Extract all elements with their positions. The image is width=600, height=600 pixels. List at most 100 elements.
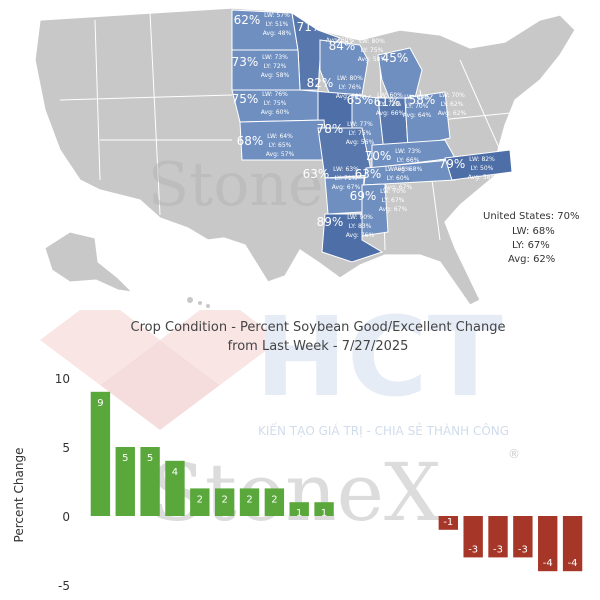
hawaii-island	[206, 304, 210, 308]
state-label-ky: 70% LW: 73% LY: 66% Avg: 68%	[365, 148, 423, 173]
state-stat-avg: Avg: 68%	[394, 166, 423, 173]
bar-label-16: -3	[468, 544, 478, 555]
state-pct: 82%	[307, 76, 334, 90]
state-borders	[59, 11, 541, 251]
bar-7	[239, 488, 260, 516]
bar-4	[165, 460, 185, 516]
chart-title-line1: Crop Condition - Percent Soybean Good/Ex…	[131, 320, 506, 335]
soybean-condition-map: Stone 62% LW: 57% LY: 51% Avg: 48% 71% LW: 75…	[34, 7, 580, 308]
state-stat-lw: LW: 76%	[262, 91, 288, 98]
state-stat-ly: LY: 75%	[264, 100, 287, 107]
bar-6	[214, 488, 235, 516]
bar-label-2: 5	[122, 453, 128, 464]
state-stat-avg: Avg: 60%	[336, 93, 365, 100]
bar-1	[90, 391, 111, 516]
bar-9	[289, 502, 309, 516]
y-tick-label: 0	[62, 510, 70, 524]
state-pct: 70%	[365, 149, 392, 163]
state-stat-ly: LY: 75%	[361, 47, 384, 54]
us-summary-avg: Avg: 62%	[508, 254, 555, 265]
bar-17	[488, 516, 508, 558]
state-stat-ly: LY: 72%	[379, 101, 402, 108]
bars: 9 5 5 4 2 2 2 2 1 1 -1 -3 -3 -3 -4 -4	[90, 391, 583, 572]
bar-label-5: 2	[197, 494, 203, 505]
bar-15	[438, 516, 459, 530]
state-pct: 65%	[347, 93, 374, 107]
bar-label-4: 4	[172, 467, 178, 478]
soybean-change-chart: HCT KIẾN TẠO GIÁ TRỊ - CHIA SẺ THÀNH CÔN…	[12, 310, 583, 593]
state-stat-avg: Avg: 60%	[261, 109, 290, 116]
state-stat-lw: LW: 80%	[337, 75, 363, 82]
y-axis-label: Percent Change	[12, 448, 26, 543]
bar-3	[140, 447, 160, 516]
state-stat-avg: Avg: 58%	[358, 56, 387, 63]
state-pct: 78%	[317, 122, 344, 136]
bar-16	[463, 516, 483, 558]
state-stat-avg: Avg: 64%	[403, 112, 432, 119]
state-stat-ly: LY: 76%	[339, 84, 362, 91]
state-stat-ly: LY: 72%	[264, 63, 287, 70]
state-stat-ly: LY: 65%	[329, 28, 352, 35]
bar-5	[190, 488, 210, 516]
reporting-states	[231, 9, 513, 263]
logo-slogan: KIẾN TẠO GIÁ TRỊ - CHIA SẺ THÀNH CÔNG	[258, 422, 509, 438]
state-pct: 63%	[355, 167, 382, 181]
state-stat-lw: LW: 64%	[267, 133, 293, 140]
bar-label-19: -4	[543, 558, 553, 569]
state-stat-avg: Avg: 67%	[332, 184, 361, 191]
state-label-nc: 79% LW: 82% LY: 50% Avg: 58%	[439, 156, 497, 181]
state-pct: 58%	[409, 93, 436, 107]
state-stat-avg: Avg: 48%	[263, 30, 292, 37]
hawaii-island	[187, 297, 193, 303]
y-tick-label: 10	[55, 372, 70, 386]
state-stat-avg: Avg: 76%	[346, 232, 375, 239]
state-pct: 71%	[297, 20, 324, 34]
state-label-in: 61% LW: 60%LY: 70%Avg: 64%	[374, 94, 432, 119]
bar-18	[513, 516, 533, 558]
state-la	[321, 213, 384, 263]
state-label-tn: 63% LW: 66% LY: 60% Avg: 67%	[355, 166, 413, 191]
bar-label-7: 2	[246, 494, 252, 505]
state-labels: 62% LW: 57% LY: 51% Avg: 48% 71% LW: 75% LY: 6…	[232, 12, 497, 239]
state-pct: 63%	[303, 167, 330, 181]
state-pct: 62%	[234, 13, 261, 27]
state-label-ks: 68% LW: 64% LY: 65% Avg: 57%	[237, 133, 295, 158]
alaska	[44, 231, 134, 293]
state-label-la: 89% LW: 90% LY: 83% Avg: 76%	[317, 214, 375, 239]
state-label-il: 65% LW: 60% LY: 72% Avg: 66%	[347, 92, 405, 117]
state-stat-ly: LY: 50%	[471, 165, 494, 172]
state-stat-avg: Avg: 67%	[379, 206, 408, 213]
bar-label-15: -1	[443, 517, 453, 528]
state-stat-avg: Avg: 58%	[468, 174, 497, 181]
state-stat-avg: Avg: 66%	[376, 110, 405, 117]
state-stat-ly: LY: 71%	[335, 175, 358, 182]
state-stat-ly: LY: 65%	[269, 142, 292, 149]
bar-20	[562, 516, 583, 572]
state-pct: 61%	[374, 95, 401, 109]
state-stat-ly: LY: 83%	[349, 223, 372, 230]
state-stat-lw: LW: 82%	[469, 156, 495, 163]
y-tick-label: -5	[58, 579, 70, 593]
hct-logo-watermark: HCT KIẾN TẠO GIÁ TRỊ - CHIA SẺ THÀNH CÔN…	[40, 310, 509, 438]
hawaii-island	[198, 301, 202, 305]
state-stat-lw: LW: 75%	[327, 19, 353, 26]
state-stat-lw: LW: 73%	[262, 54, 288, 61]
state-stat-ly: LY: 51%	[266, 21, 289, 28]
state-stat-lw: LW: 57%	[264, 12, 290, 19]
state-label-ms: 69% LW: 70% LY: 67% Avg: 67%	[350, 188, 408, 213]
state-stat-lw: LW: 90%	[347, 214, 373, 221]
state-label-mo: 78% LW: 77% LY: 75% Avg: 56%	[317, 121, 375, 146]
bar-2	[115, 447, 135, 516]
bar-label-10: 1	[321, 508, 327, 519]
bar-label-1: 9	[97, 398, 103, 409]
logo-diamond-icon	[160, 310, 280, 385]
us-summary-lw: LW: 68%	[512, 226, 555, 237]
state-stat-lw: LW: 70%	[380, 188, 406, 195]
state-stat-avg: Avg: 56%	[346, 139, 375, 146]
state-stat-ly: LY: 66%	[397, 157, 420, 164]
state-pct: 89%	[317, 215, 344, 229]
y-axis-ticks: -5 0 5 10	[55, 372, 70, 593]
us-summary-ly: LY: 67%	[512, 240, 550, 251]
state-pct: 79%	[439, 157, 466, 171]
state-label-wi: 84% LW: 80% LY: 75% Avg: 58%	[329, 38, 387, 63]
